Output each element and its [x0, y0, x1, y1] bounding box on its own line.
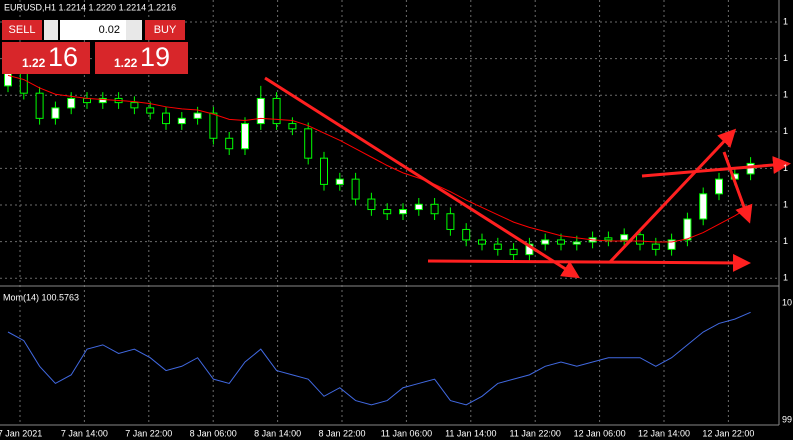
candle-body — [667, 239, 676, 250]
price-axis-label: 1 — [783, 163, 788, 173]
time-label: 7 Jan 2021 — [0, 428, 42, 438]
candle-body — [177, 117, 186, 125]
candle-body — [241, 123, 249, 150]
sell-label: SELL — [9, 24, 36, 36]
candle-body — [746, 162, 755, 175]
buy-label: BUY — [154, 24, 177, 36]
time-label: 8 Jan 22:00 — [318, 428, 365, 438]
candle-body — [651, 243, 660, 250]
symbol-header: EURUSD,H1 1.2214 1.2220 1.2214 1.2216 — [4, 2, 176, 12]
price-axis-label: 1 — [783, 273, 788, 283]
candle-body — [572, 241, 581, 245]
mom-title: Mom(14) 100.5763 — [3, 292, 79, 302]
candle-body — [335, 178, 344, 185]
trend-arrow — [722, 151, 753, 224]
candle-body — [162, 112, 170, 125]
sell-price-box[interactable] — [2, 42, 90, 74]
candle-body — [493, 243, 502, 250]
trend-arrow — [641, 156, 791, 178]
sell-price-big: 16 — [48, 42, 78, 72]
candle-body — [557, 239, 565, 245]
candle-body — [683, 218, 692, 241]
candle-body — [209, 112, 218, 139]
trend-arrow — [427, 253, 751, 272]
candle-body — [272, 97, 281, 125]
time-label: 12 Jan 22:00 — [702, 428, 754, 438]
candle-body — [509, 248, 518, 256]
candle-body — [51, 107, 60, 119]
drawn-arrows — [264, 76, 791, 279]
price-axis-label: 1 — [783, 90, 788, 100]
candle-body — [193, 112, 202, 119]
time-label: 11 Jan 06:00 — [381, 428, 432, 438]
candle-body — [367, 198, 376, 211]
candle-body — [462, 228, 471, 241]
buy-price-prefix: 1.22 — [114, 56, 138, 70]
time-label: 7 Jan 22:00 — [125, 428, 172, 438]
price-axis-label: 1 — [783, 236, 788, 246]
lot-value: 0.02 — [99, 24, 120, 36]
candle-body — [146, 107, 155, 114]
candle-body — [715, 178, 723, 195]
price-axis-label: 1 — [783, 199, 788, 209]
lot-input[interactable] — [60, 20, 142, 40]
candle-body — [225, 137, 234, 150]
price-axis-label: 1 — [783, 53, 788, 63]
candle-body — [478, 239, 486, 245]
lot-spinner[interactable] — [126, 20, 142, 40]
candle-body — [288, 123, 297, 130]
candle-body — [604, 237, 613, 241]
price-axis-label: 1 — [783, 16, 788, 26]
candle-body — [414, 203, 423, 211]
time-label: 12 Jan 14:00 — [638, 428, 690, 438]
momentum-line — [7, 311, 751, 406]
time-label: 8 Jan 06:00 — [190, 428, 237, 438]
candle-body — [399, 209, 407, 215]
buy-price-big: 19 — [140, 42, 170, 72]
sell-price-prefix: 1.22 — [22, 56, 46, 70]
candle-body — [67, 97, 76, 109]
candle-body — [320, 157, 328, 185]
candle-body — [4, 72, 12, 87]
price-axis-label: 1 — [783, 126, 788, 136]
time-label: 8 Jan 14:00 — [254, 428, 301, 438]
time-label: 7 Jan 14:00 — [61, 428, 108, 438]
trend-arrow — [264, 76, 581, 279]
mom-axis-label: 10 — [782, 297, 792, 307]
candle-body — [256, 97, 265, 125]
candle-body — [699, 193, 708, 220]
candle-body — [98, 97, 107, 104]
candle-body — [304, 128, 313, 159]
candle-body — [430, 203, 439, 215]
candle-body — [636, 234, 644, 245]
time-label: 12 Jan 06:00 — [574, 428, 626, 438]
sell-button[interactable] — [2, 20, 42, 40]
plot — [4, 66, 755, 406]
time-label: 11 Jan 14:00 — [445, 428, 496, 438]
buy-button[interactable] — [145, 20, 185, 40]
moving-average — [7, 74, 751, 243]
candle-body — [620, 234, 629, 241]
candle-body — [130, 102, 139, 109]
trend-arrow — [608, 128, 737, 264]
candle-body — [19, 72, 28, 94]
trade-panel: SELL 0.02 BUY 1.22 16 1.22 19 — [2, 20, 188, 74]
candle-body — [383, 209, 392, 215]
buy-price-box[interactable] — [95, 42, 188, 74]
candle-body — [446, 213, 455, 230]
candle-body — [541, 239, 550, 245]
time-label: 11 Jan 22:00 — [510, 428, 561, 438]
candle-body — [35, 92, 44, 119]
lot-dropdown[interactable] — [44, 20, 58, 40]
mom-axis-label: 99 — [782, 414, 792, 424]
candle-body — [351, 178, 360, 200]
